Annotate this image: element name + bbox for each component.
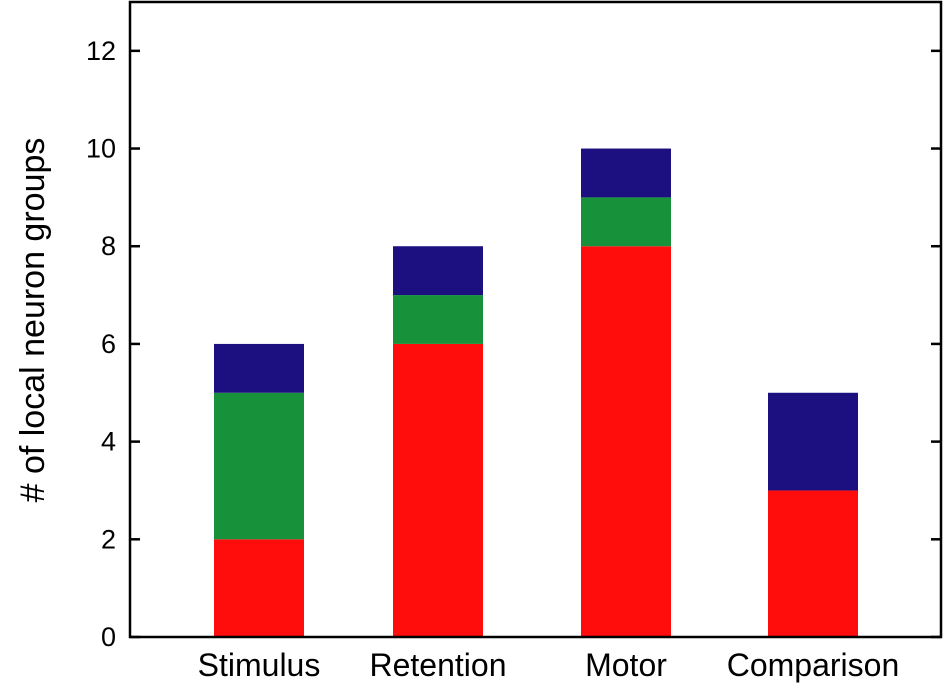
y-axis-ticks [130,49,941,639]
x-category-label: Stimulus [198,647,321,683]
x-category-label: Comparison [727,647,900,683]
bar-segment [768,392,858,491]
y-tick-label: 12 [86,36,116,66]
y-tick-label: 0 [101,622,116,652]
y-tick-label: 2 [101,524,116,554]
bar-segment [581,148,671,198]
bar-segment [214,343,304,393]
bars-layer [214,148,858,637]
plot-frame [128,0,943,639]
bar-segment [768,490,858,637]
bar-segment [393,343,483,637]
x-axis-category-labels: Stimulus Retention Motor Comparison [198,647,900,683]
bar-segment [581,197,671,247]
bar-segment [393,246,483,296]
bar-segment [393,295,483,344]
y-tick-label: 4 [101,427,116,457]
x-category-label: Motor [585,647,667,683]
y-tick-label: 10 [86,134,116,164]
y-tick-label: 6 [101,329,116,359]
y-axis-title: # of local neuron groups [14,138,52,503]
x-category-label: Retention [370,647,507,683]
bar-segment [214,392,304,540]
y-tick-label: 8 [101,231,116,261]
y-axis-tick-labels: 0 2 4 6 8 10 12 [86,36,116,652]
bar-segment [214,539,304,637]
bar-segment [581,246,671,637]
